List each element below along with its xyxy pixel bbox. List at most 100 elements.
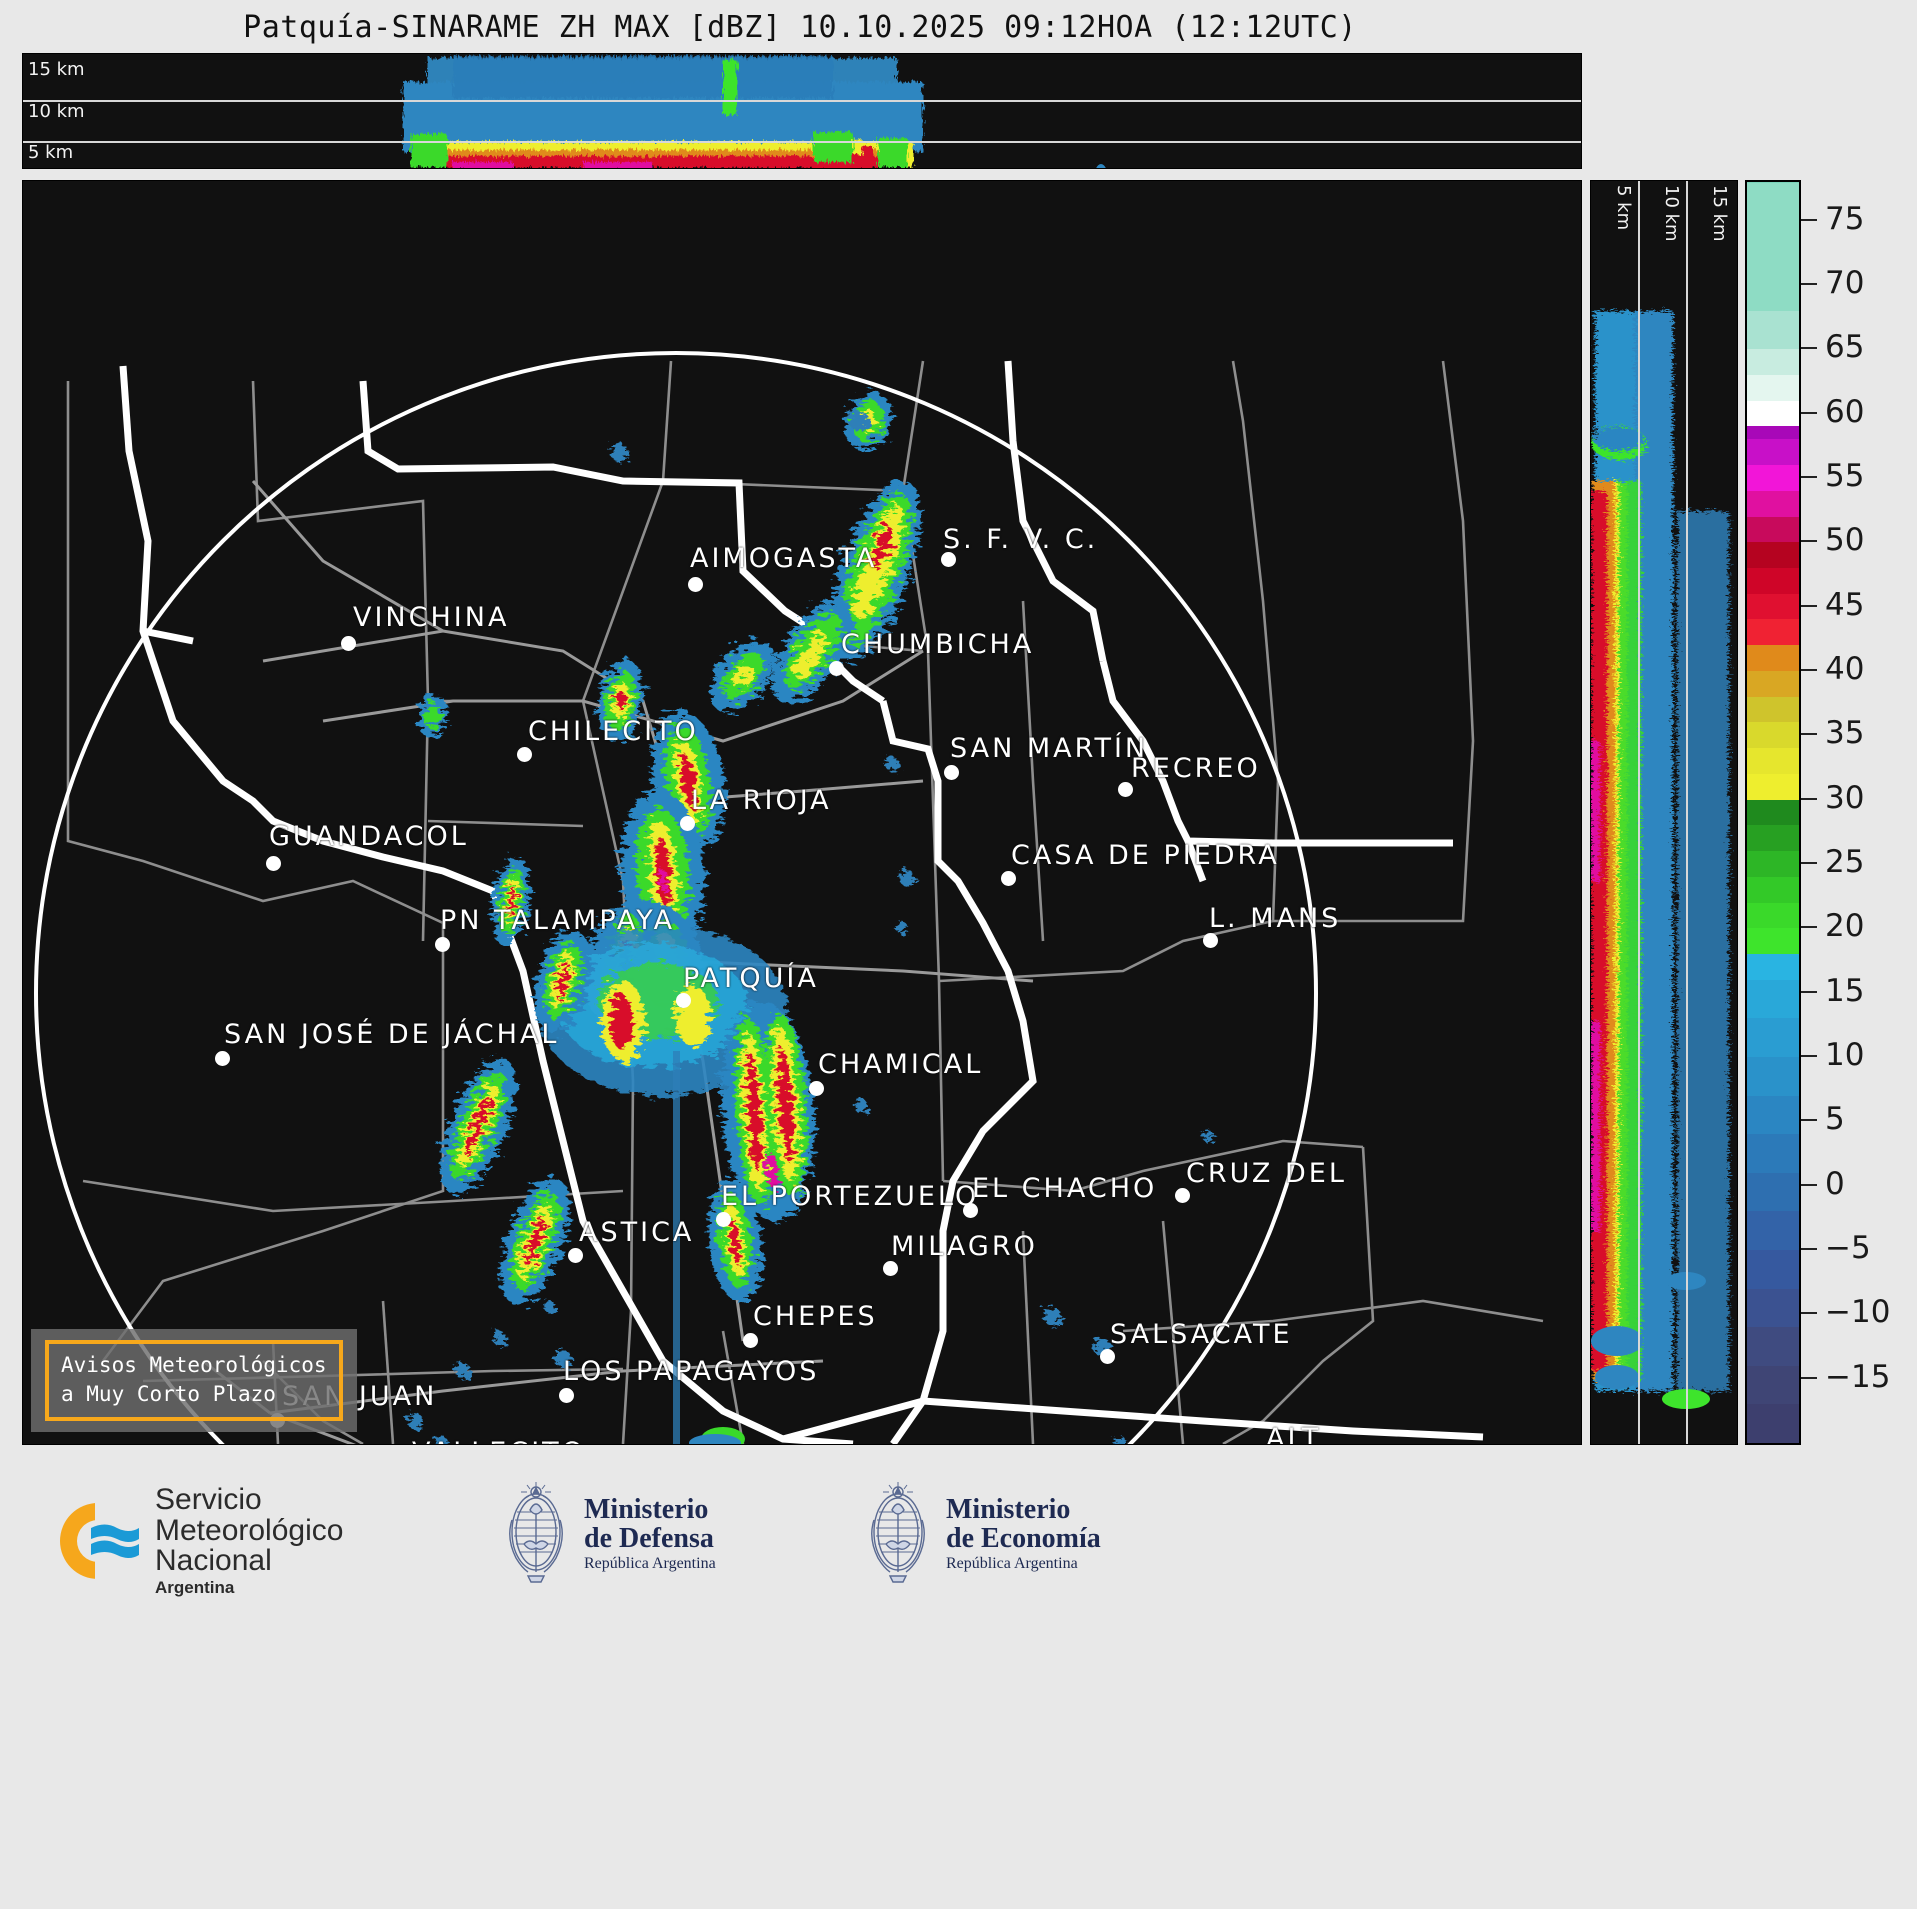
- city-label-vinchina: VINCHINA: [353, 602, 510, 633]
- colorbar-tick: [1801, 1312, 1817, 1315]
- colorbar-band: [1747, 1018, 1799, 1057]
- logo-servicio-meteorologico-nacional: Servicio Meteorológico Nacional Argentin…: [55, 1483, 344, 1597]
- city-dot-los-papagayos: [559, 1388, 574, 1403]
- colorbar-band: [1747, 400, 1799, 427]
- colorbar-band: [1747, 1172, 1799, 1212]
- colorbar-band: [1747, 1249, 1799, 1289]
- colorbar-tick-label: 50: [1825, 522, 1865, 559]
- colorbar-band: [1747, 799, 1799, 826]
- city-label-alt: ALT: [1266, 1423, 1322, 1445]
- defensa-line-2: de Defensa: [584, 1523, 714, 1555]
- smn-line-4: Argentina: [155, 1577, 235, 1597]
- colorbar-band: [1747, 426, 1799, 440]
- colorbar-tick: [1801, 1247, 1817, 1250]
- radar-map-panel[interactable]: AIMOGASTA S. F. V. C. VINCHINA CHUMBICHA…: [22, 180, 1582, 1445]
- colorbar-band: [1747, 1404, 1799, 1443]
- colorbar-tick-label: 25: [1825, 843, 1865, 880]
- warning-box[interactable]: Avisos Meteorológicos a Muy Corto Plazo: [31, 1329, 357, 1432]
- colorbar-tick: [1801, 475, 1817, 478]
- footer-logos: Servicio Meteorológico Nacional Argentin…: [0, 1460, 1600, 1610]
- smn-line-1: Servicio: [155, 1483, 262, 1516]
- colorbar-tick: [1801, 990, 1817, 993]
- warning-box-border: Avisos Meteorológicos a Muy Corto Plazo: [45, 1340, 343, 1421]
- colorbar-band: [1747, 182, 1799, 311]
- reflectivity-colorbar: [1745, 180, 1801, 1445]
- city-dot-sfvc: [941, 552, 956, 567]
- city-label-aimogasta: AIMOGASTA: [690, 543, 878, 574]
- colorbar-band: [1747, 1288, 1799, 1328]
- city-dot-aimogasta: [688, 577, 703, 592]
- city-dot-san-jose-de-jachal: [215, 1051, 230, 1066]
- city-dot-chamical: [809, 1081, 824, 1096]
- city-dot-san-martin: [944, 765, 959, 780]
- colorbar-tick-label: −10: [1825, 1294, 1891, 1331]
- city-label-chamical: CHAMICAL: [818, 1049, 984, 1080]
- colorbar-band: [1747, 310, 1799, 350]
- colorbar-band: [1747, 1327, 1799, 1366]
- colorbar-tick: [1801, 926, 1817, 929]
- colorbar-band: [1747, 825, 1799, 852]
- city-dot-chumbicha: [829, 661, 844, 676]
- colorbar-tick: [1801, 1054, 1817, 1057]
- city-label-salsacate: SALSACATE: [1110, 1319, 1293, 1350]
- city-label-sfvc: S. F. V. C.: [943, 524, 1099, 555]
- smn-logo-icon: [60, 1502, 141, 1579]
- city-label-l-mans: L. MANS: [1209, 903, 1342, 934]
- city-label-san-jose-de-jachal: SAN JOSÉ DE JÁCHAL: [224, 1019, 560, 1050]
- city-label-milagro: MILAGRO: [891, 1231, 1038, 1262]
- colorbar-tick-label: 65: [1825, 329, 1865, 366]
- colorbar-tick: [1801, 604, 1817, 607]
- colorbar-band: [1747, 748, 1799, 774]
- colorbar-band: [1747, 375, 1799, 401]
- colorbar-band: [1747, 1095, 1799, 1135]
- city-dot-el-chacho: [963, 1203, 978, 1218]
- colorbar-tick-label: 35: [1825, 715, 1865, 752]
- colorbar-tick-label: −15: [1825, 1358, 1891, 1395]
- defensa-line-3: República Argentina: [584, 1555, 716, 1573]
- colorbar-tick: [1801, 218, 1817, 221]
- colorbar-band: [1747, 542, 1799, 569]
- city-label-chilecito: CHILECITO: [528, 716, 699, 747]
- city-dot-salsacate: [1100, 1349, 1115, 1364]
- colorbar-tick-label: −5: [1825, 1229, 1871, 1266]
- city-dot-astica: [568, 1248, 583, 1263]
- logo-ministerio-de-economia: Ministerio de Economía República Argenti…: [862, 1480, 1101, 1588]
- city-dot-milagro: [883, 1261, 898, 1276]
- colorbar-tick: [1801, 797, 1817, 800]
- xsec-top-label-15km: 15 km: [28, 59, 85, 80]
- city-label-guandacol: GUANDACOL: [269, 821, 469, 852]
- colorbar-tick: [1801, 733, 1817, 736]
- colorbar-tick: [1801, 411, 1817, 414]
- city-label-chumbicha: CHUMBICHA: [841, 629, 1035, 660]
- xsec-top-label-5km: 5 km: [28, 142, 74, 163]
- xsec-right-label-5km: 5 km: [1613, 185, 1634, 231]
- city-dot-la-rioja: [680, 816, 695, 831]
- city-label-el-chacho: EL CHACHO: [972, 1173, 1158, 1204]
- warning-line-2: a Muy Corto Plazo: [61, 1381, 276, 1406]
- city-dot-l-mans: [1203, 933, 1218, 948]
- colorbar-band: [1747, 902, 1799, 929]
- colorbar-tick-label: 75: [1825, 200, 1865, 237]
- colorbar-tick-label: 45: [1825, 586, 1865, 623]
- xsec-right-label-15km: 15 km: [1709, 185, 1730, 242]
- smn-line-2: Meteorológico: [155, 1513, 344, 1547]
- colorbar-band: [1747, 619, 1799, 646]
- colorbar-band: [1747, 349, 1799, 375]
- city-label-cruz-del: CRUZ DEL: [1186, 1158, 1347, 1189]
- city-dot-cruz-del: [1175, 1188, 1190, 1203]
- city-dot-chilecito: [517, 747, 532, 762]
- colorbar-tick: [1801, 282, 1817, 285]
- colorbar-band: [1747, 979, 1799, 1019]
- city-dot-casa-de-piedra: [1001, 871, 1016, 886]
- colorbar-tick-axis: −15 −10 −5 0 5 10 15 20 25 30 35 40 45 50 55 60 65 70 75: [1801, 180, 1911, 1445]
- colorbar-tick-label: 30: [1825, 779, 1865, 816]
- xsec-right-label-10km: 10 km: [1661, 185, 1682, 242]
- warning-line-1: Avisos Meteorológicos: [61, 1353, 327, 1378]
- city-dot-el-portezuelo: [716, 1212, 731, 1227]
- colorbar-band: [1747, 439, 1799, 466]
- city-label-astica: ASTICA: [579, 1217, 695, 1248]
- colorbar-band: [1747, 773, 1799, 800]
- city-label-chepes: CHEPES: [753, 1301, 878, 1332]
- smn-line-3: Nacional: [155, 1544, 272, 1578]
- colorbar-tick-label: 55: [1825, 457, 1865, 494]
